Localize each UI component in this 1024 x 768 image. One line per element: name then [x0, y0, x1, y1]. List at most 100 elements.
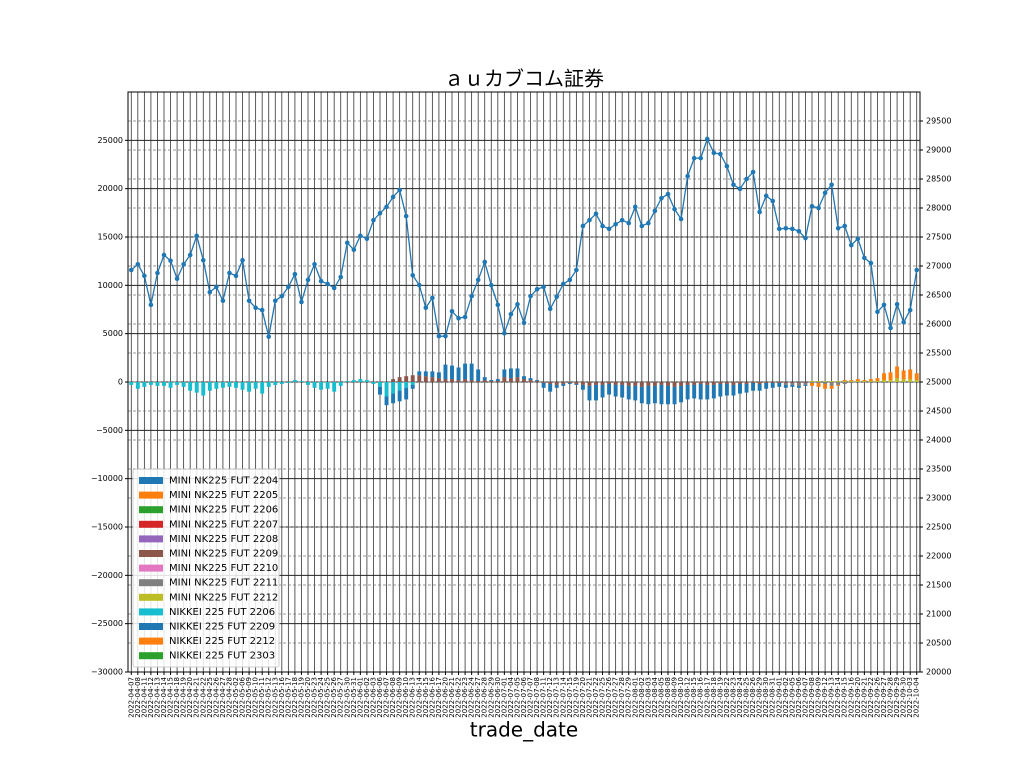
- line-marker: [659, 195, 664, 201]
- bar: [685, 384, 690, 400]
- bar: [738, 383, 742, 394]
- line-marker: [246, 298, 252, 304]
- bar: [620, 384, 625, 398]
- y2-tick-label: 22500: [926, 523, 951, 532]
- x-tick-label: 2022-06-02: [363, 677, 371, 718]
- bar: [823, 383, 828, 389]
- x-tick-label: 2022-05-18: [291, 677, 299, 718]
- line-marker: [312, 261, 317, 267]
- line-marker: [331, 285, 337, 291]
- legend-swatch: [139, 579, 163, 587]
- bar: [842, 380, 847, 382]
- x-tick-label: 2022-06-17: [435, 677, 443, 718]
- bar: [823, 382, 828, 384]
- x-tick-label: 2022-09-15: [841, 677, 849, 718]
- bar: [790, 382, 795, 383]
- x-tick-label: 2022-05-02: [232, 677, 240, 718]
- bar: [836, 381, 841, 382]
- line-marker: [200, 257, 206, 263]
- bar: [522, 379, 526, 382]
- bar: [796, 382, 801, 383]
- x-tick-label: 2022-09-05: [788, 677, 796, 718]
- line-marker: [731, 182, 736, 188]
- legend-swatch: [139, 564, 163, 572]
- x-tick-label: 2022-09-02: [782, 677, 790, 718]
- line-marker: [410, 272, 416, 278]
- line-marker: [259, 307, 265, 313]
- y2-tick-label: 29000: [926, 146, 951, 155]
- bar: [397, 390, 402, 402]
- bar: [888, 380, 893, 382]
- bar: [914, 380, 919, 382]
- y-tick-label: 0: [118, 378, 123, 387]
- bar: [450, 365, 454, 380]
- x-tick-label: 2022-09-16: [847, 676, 855, 717]
- bar: [404, 382, 409, 388]
- bar: [489, 380, 494, 382]
- x-tick-label: 2022-07-07: [527, 677, 535, 718]
- x-tick-label: 2022-06-10: [402, 677, 410, 718]
- x-tick-label: 2022-09-08: [808, 677, 816, 718]
- x-tick-label: 2022-06-09: [396, 677, 404, 718]
- y2-tick-label: 21500: [926, 581, 951, 590]
- x-tick-label: 2022-05-11: [258, 677, 266, 718]
- line-marker: [449, 308, 455, 314]
- bar: [914, 373, 919, 381]
- bar: [430, 377, 435, 382]
- bar: [135, 382, 140, 389]
- legend-swatch: [139, 652, 163, 660]
- bar: [567, 382, 572, 383]
- bar: [600, 382, 605, 385]
- line-marker: [462, 314, 468, 320]
- bar: [639, 386, 644, 404]
- legend-swatch: [139, 477, 163, 484]
- bar: [456, 380, 461, 382]
- bar: [508, 368, 513, 379]
- bar: [450, 379, 454, 382]
- y2-tick-label: 26000: [926, 320, 951, 329]
- y2-tick-label: 26500: [926, 291, 951, 300]
- bar: [908, 369, 913, 380]
- bar: [770, 382, 775, 388]
- line-marker: [829, 182, 834, 188]
- bar: [646, 385, 651, 405]
- x-tick-label: 2022-05-20: [304, 677, 312, 718]
- x-tick-label: 2022-09-30: [900, 677, 908, 718]
- line-marker: [619, 217, 625, 223]
- line-marker: [502, 330, 507, 336]
- legend-swatch: [139, 637, 163, 645]
- line-marker: [776, 226, 782, 232]
- x-tick-label: 2022-09-01: [775, 677, 783, 718]
- bar: [672, 382, 677, 387]
- bar: [240, 382, 245, 390]
- x-tick-label: 2022-09-13: [828, 677, 836, 718]
- bar: [364, 380, 369, 382]
- x-tick-label: 2022-05-06: [239, 676, 247, 717]
- x-tick-label: 2022-08-19: [716, 677, 724, 718]
- x-tick-label: 2022-09-12: [821, 677, 829, 718]
- x-tick-label: 2022-04-26: [212, 676, 220, 717]
- bar: [371, 382, 376, 384]
- x-tick-label: 2022-05-25: [324, 677, 332, 718]
- bar: [155, 382, 160, 386]
- line-marker: [443, 333, 448, 339]
- line-marker: [881, 302, 887, 308]
- x-tick-label: 2022-10-04: [913, 676, 921, 717]
- bar: [436, 372, 441, 379]
- bar: [430, 371, 435, 378]
- x-tick-label: 2022-07-08: [533, 677, 541, 718]
- bar: [724, 383, 729, 396]
- x-tick-label: 2022-07-12: [546, 677, 554, 718]
- legend: MINI NK225 FUT 2204 MINI NK225 FUT 2205 MI…: [132, 468, 280, 668]
- line-marker: [194, 233, 200, 239]
- bar: [639, 382, 644, 387]
- bar: [292, 380, 297, 382]
- bar: [908, 379, 913, 382]
- line-marker: [907, 307, 913, 313]
- bar: [777, 382, 782, 383]
- bar: [613, 384, 618, 397]
- x-tick-label: 2022-06-07: [383, 677, 391, 718]
- bar: [600, 384, 605, 398]
- line-marker: [423, 305, 429, 311]
- x-tick-label: 2022-06-23: [461, 677, 469, 718]
